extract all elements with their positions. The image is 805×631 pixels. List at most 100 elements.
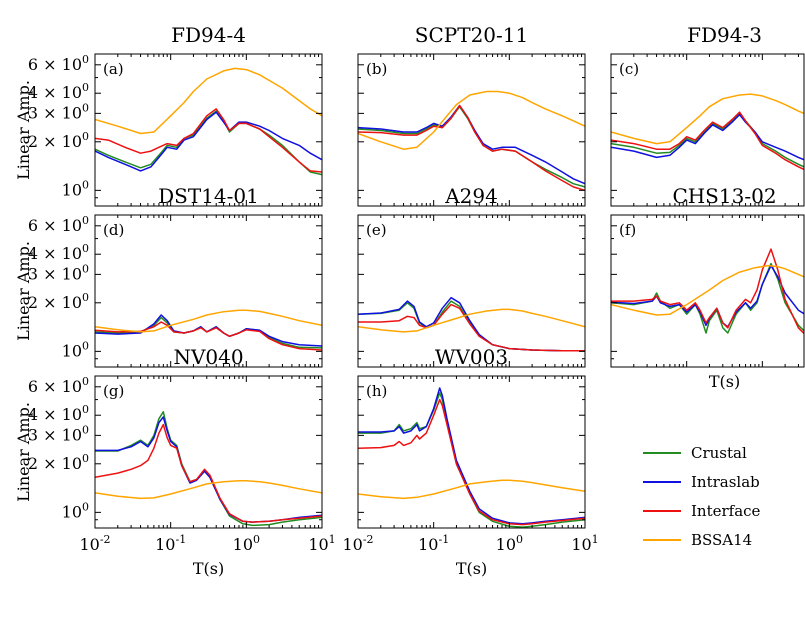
panel-letter: (a) <box>103 60 124 78</box>
panel-e: A294 (e) <box>357 184 586 368</box>
y-tick-label: 100 <box>62 339 89 360</box>
x-tick-label: 100 <box>496 533 523 554</box>
series-line-interface <box>358 104 585 192</box>
series-line-crustal <box>611 112 804 168</box>
x-tick-label: 101 <box>571 533 598 554</box>
axes-frame <box>610 53 805 207</box>
y-axis-label: Linear Amp. <box>14 241 33 341</box>
x-tick-label: 10-1 <box>418 533 449 554</box>
axes-frame <box>94 214 323 368</box>
y-tick-label: 4 × 100 <box>28 81 89 102</box>
y-tick-label: 2 × 100 <box>28 291 89 312</box>
series-line-intraslab <box>358 387 585 525</box>
axes-frame <box>357 214 586 368</box>
panel-letter: (h) <box>366 382 387 400</box>
series-line-interface <box>358 398 585 526</box>
panel-f: CHS13-02 (f) T(s) <box>610 184 805 391</box>
y-tick-label: 3 × 100 <box>28 423 89 444</box>
x-tick-label: 10-2 <box>79 533 110 554</box>
series-line-crustal <box>611 262 804 334</box>
legend: Crustal Intraslab Interface BSSA14 <box>643 444 761 549</box>
series-line-interface <box>611 111 804 171</box>
series-group <box>358 296 585 352</box>
series-group <box>611 248 804 335</box>
series-line-bssa14 <box>611 264 804 316</box>
series-line-bssa14 <box>358 308 585 333</box>
panel-h: WV003 (h) 10-2 10-1 100 101 T(s) <box>342 345 598 578</box>
series-group <box>95 411 322 527</box>
y-tick-label: 2 × 100 <box>28 452 89 473</box>
panel-letter: (g) <box>103 382 124 400</box>
series-line-interface <box>95 108 322 173</box>
y-tick-label: 6 × 100 <box>28 375 89 396</box>
panel-title: SCPT20-11 <box>415 23 528 47</box>
series-group <box>95 67 322 176</box>
legend-label: Intraslab <box>691 473 760 491</box>
y-tick-label: 4 × 100 <box>28 242 89 263</box>
x-axis-label: T(s) <box>709 372 740 391</box>
series-line-crustal <box>358 392 585 528</box>
panel-letter: (f) <box>619 221 636 239</box>
series-group <box>95 309 322 351</box>
y-tick-label: 4 × 100 <box>28 403 89 424</box>
series-line-crustal <box>95 411 322 527</box>
series-group <box>358 387 585 528</box>
series-line-bssa14 <box>95 309 322 333</box>
axes-frame <box>610 214 805 368</box>
legend-label: Interface <box>691 502 761 520</box>
series-line-crustal <box>95 110 322 176</box>
series-line-interface <box>95 321 322 351</box>
x-tick-label: 100 <box>233 533 260 554</box>
y-tick-label: 100 <box>62 500 89 521</box>
y-tick-label: 3 × 100 <box>28 101 89 122</box>
x-axis-label: T(s) <box>456 559 487 578</box>
axes-frame <box>357 53 586 207</box>
series-line-interface <box>95 423 322 523</box>
y-tick-label: 100 <box>62 178 89 199</box>
panel-title: NV040 <box>173 345 243 369</box>
panel-title: CHS13-02 <box>672 184 776 208</box>
y-tick-label: 2 × 100 <box>28 130 89 151</box>
series-group <box>358 90 585 192</box>
panel-title: WV003 <box>435 345 508 369</box>
series-line-bssa14 <box>611 93 804 145</box>
series-line-bssa14 <box>358 90 585 150</box>
panel-b: SCPT20-11 (b) <box>357 23 586 207</box>
series-line-interface <box>611 248 804 335</box>
panel-title: FD94-4 <box>171 23 246 47</box>
series-line-bssa14 <box>358 479 585 500</box>
legend-label: BSSA14 <box>691 531 752 549</box>
y-tick-label: 6 × 100 <box>28 53 89 74</box>
series-group <box>611 93 804 171</box>
series-line-intraslab <box>611 113 804 161</box>
panel-letter: (e) <box>366 221 387 239</box>
axes-frame <box>94 375 323 529</box>
series-line-intraslab <box>95 111 322 172</box>
y-tick-label: 6 × 100 <box>28 214 89 235</box>
y-axis-label: Linear Amp. <box>14 402 33 502</box>
y-axis-label: Linear Amp. <box>14 80 33 180</box>
panel-title: DST14-01 <box>158 184 259 208</box>
panel-title: FD94-3 <box>687 23 762 47</box>
panel-title: A294 <box>444 184 498 208</box>
series-line-bssa14 <box>95 67 322 135</box>
series-line-interface <box>358 303 585 352</box>
series-line-intraslab <box>358 296 585 352</box>
panel-c: FD94-3 (c) <box>610 23 805 207</box>
axes-frame <box>357 375 586 529</box>
legend-label: Crustal <box>691 444 747 462</box>
axes-frame <box>94 53 323 207</box>
x-tick-label: 10-2 <box>342 533 373 554</box>
x-tick-label: 10-1 <box>155 533 186 554</box>
panel-letter: (d) <box>103 221 124 239</box>
series-line-bssa14 <box>95 480 322 500</box>
panel-letter: (b) <box>366 60 387 78</box>
x-axis-label: T(s) <box>193 559 224 578</box>
y-tick-label: 3 × 100 <box>28 262 89 283</box>
panel-letter: (c) <box>619 60 639 78</box>
x-tick-label: 101 <box>308 533 335 554</box>
